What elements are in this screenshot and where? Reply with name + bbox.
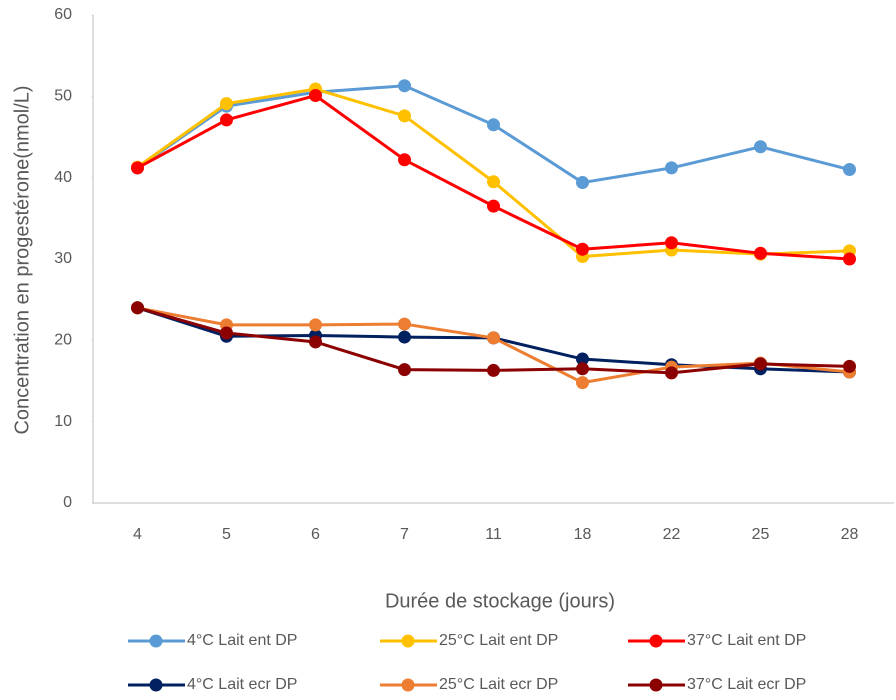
legend-label: 37°C Lait ent DP [687, 632, 806, 649]
legend-marker [649, 678, 663, 692]
data-point [398, 330, 411, 344]
x-tick-label: 22 [663, 526, 681, 543]
x-tick-label: 28 [841, 526, 859, 543]
legend-label: 4°C Lait ent DP [187, 632, 297, 649]
legend-label: 4°C Lait ecr DP [187, 676, 297, 693]
data-point [843, 359, 856, 373]
data-point [754, 357, 767, 371]
data-point [398, 79, 411, 93]
data-point [220, 326, 233, 340]
x-tick-label: 7 [400, 526, 409, 543]
data-point [220, 113, 233, 127]
data-point [843, 163, 856, 177]
y-tick-label: 20 [54, 332, 72, 349]
data-point [131, 161, 144, 175]
legend-marker [401, 634, 415, 648]
legend-label: 25°C Lait ecr DP [439, 676, 558, 693]
data-point [487, 363, 500, 377]
data-point [398, 109, 411, 123]
legend-marker [149, 678, 163, 692]
x-tick-label: 18 [574, 526, 592, 543]
data-point [843, 252, 856, 266]
data-point [398, 153, 411, 167]
x-tick-label: 5 [222, 526, 231, 543]
data-point [576, 376, 589, 390]
data-point [487, 199, 500, 213]
data-point [576, 362, 589, 376]
data-point [576, 352, 589, 366]
data-point [131, 301, 144, 315]
data-point [665, 366, 678, 380]
legend-marker [401, 678, 415, 692]
data-point [576, 242, 589, 256]
legend-marker [649, 634, 663, 648]
y-tick-label: 10 [54, 413, 72, 430]
x-tick-label: 6 [311, 526, 320, 543]
legend-marker [149, 634, 163, 648]
data-point [220, 97, 233, 111]
y-axis-title: Concentration en progestérone(nmol/L) [11, 85, 33, 434]
x-tick-label: 4 [133, 526, 142, 543]
data-point [665, 236, 678, 250]
y-tick-label: 0 [63, 494, 72, 511]
data-point [665, 161, 678, 175]
data-point [487, 331, 500, 345]
data-point [398, 317, 411, 331]
y-tick-label: 50 [54, 88, 72, 105]
data-point [754, 246, 767, 260]
legend-label: 25°C Lait ent DP [439, 632, 558, 649]
data-point [309, 318, 322, 332]
x-tick-label: 25 [752, 526, 770, 543]
data-point [576, 176, 589, 190]
y-tick-label: 30 [54, 250, 72, 267]
y-tick-label: 60 [54, 6, 72, 23]
data-point [398, 363, 411, 377]
x-axis-title: Durée de stockage (jours) [385, 590, 615, 612]
legend-label: 37°C Lait ecr DP [687, 676, 806, 693]
data-point [487, 118, 500, 132]
data-point [309, 89, 322, 103]
x-tick-label: 11 [485, 526, 502, 543]
data-point [754, 140, 767, 154]
data-point [487, 175, 500, 189]
y-tick-label: 40 [54, 169, 72, 186]
data-point [309, 335, 322, 349]
